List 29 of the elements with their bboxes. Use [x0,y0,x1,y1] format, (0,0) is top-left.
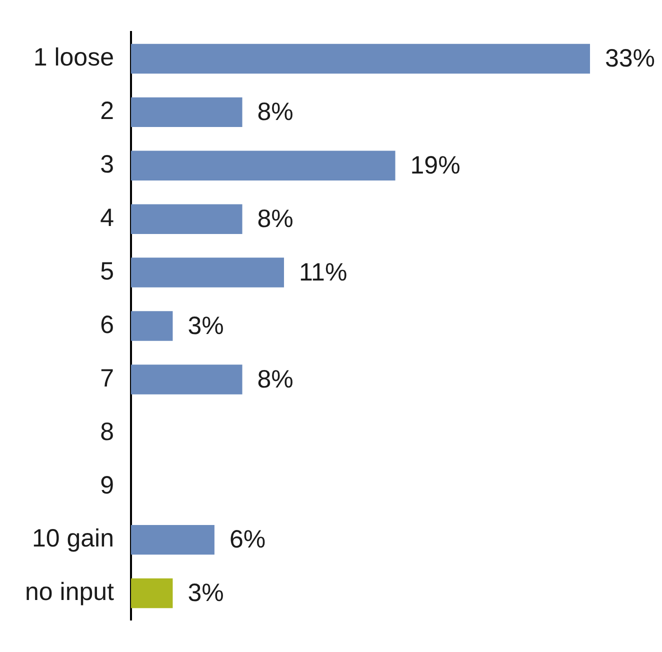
data-label: 8% [257,98,294,126]
bar [131,44,590,74]
y-tick-label: 7 [100,364,114,392]
y-tick-label: 9 [100,471,114,500]
bar [131,364,242,394]
y-tick-label: 3 [100,150,114,179]
data-label: 8% [257,365,294,394]
bar [131,204,242,234]
y-tick-label: 10 gain [32,524,114,553]
data-label: 33% [605,44,656,73]
data-label: 3% [188,312,224,340]
y-tick-label: 1 loose [33,44,114,72]
bar [131,524,214,555]
y-tick-label: 5 [100,257,114,286]
bar [131,258,284,288]
y-tick-label: 4 [100,204,114,232]
y-tick-label: 8 [100,418,114,446]
data-label: 6% [229,526,266,554]
bar [131,150,396,180]
y-tick-label: 6 [100,310,114,339]
data-label: 11% [299,258,348,286]
bar [131,311,173,341]
y-tick-label: no input [25,578,114,606]
data-label: 8% [257,204,294,233]
bar [131,97,242,128]
y-tick-label: 2 [100,97,114,126]
bar [131,578,173,608]
data-label: 19% [410,152,460,180]
data-label: 3% [188,579,224,608]
